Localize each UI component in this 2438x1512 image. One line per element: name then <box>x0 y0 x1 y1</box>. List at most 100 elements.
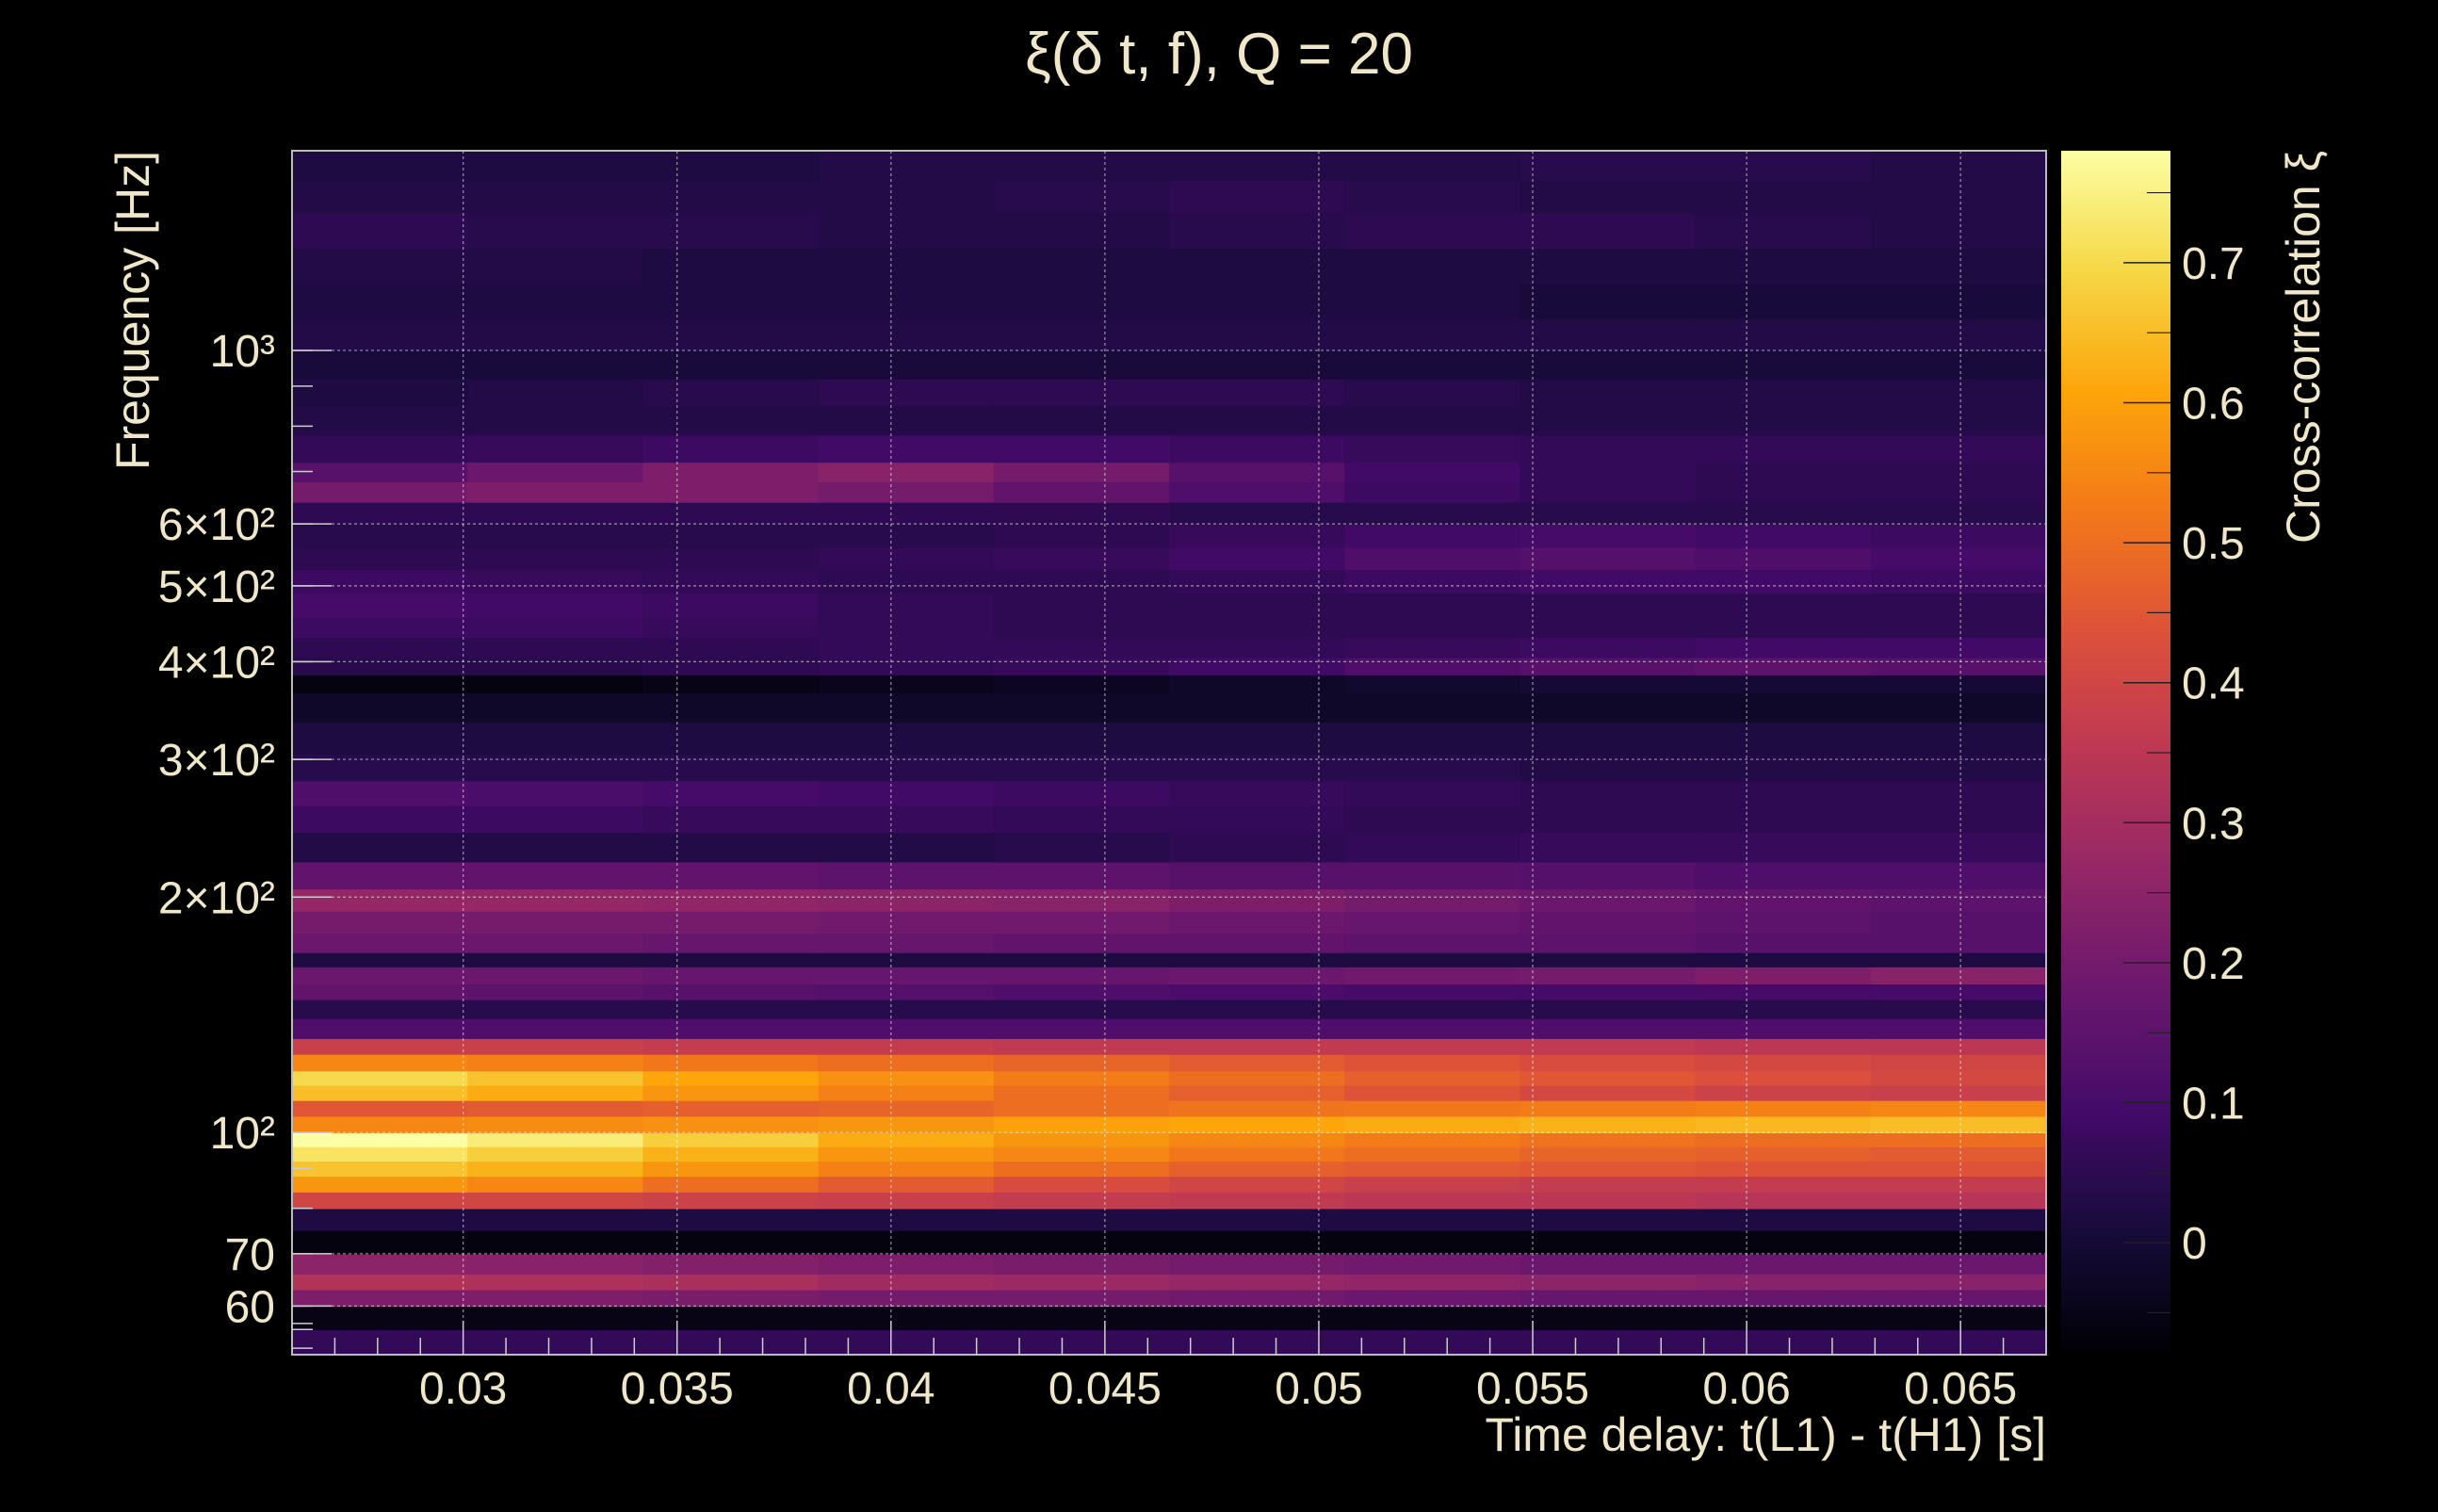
heatmap-cell <box>1695 569 1872 593</box>
heatmap-cell <box>818 780 995 806</box>
heatmap-cell <box>1870 180 2047 214</box>
heatmap-cell <box>993 888 1170 912</box>
heatmap-cell <box>1695 1053 1872 1072</box>
heatmap-cell <box>467 1229 644 1255</box>
heatmap-cell <box>1520 481 1697 503</box>
heatmap-cell <box>292 692 468 723</box>
heatmap-cell <box>292 861 468 890</box>
heatmap-cell <box>292 1017 468 1039</box>
heatmap-cell <box>1695 692 1872 723</box>
heatmap-cell <box>993 1229 1170 1255</box>
heatmap-cell <box>292 617 468 639</box>
heatmap-cell <box>1520 1115 1697 1134</box>
heatmap-cell <box>1870 967 2047 984</box>
colorbar-tick-label: 0.5 <box>2182 519 2245 569</box>
heatmap-cell <box>818 910 995 935</box>
heatmap-cell <box>818 967 995 984</box>
heatmap-cell <box>642 617 820 639</box>
heatmap-cell <box>1169 1038 1345 1055</box>
heatmap-cell <box>292 832 468 863</box>
heatmap-cell <box>292 1274 468 1291</box>
heatmap-cell <box>1695 350 1872 380</box>
heatmap-cell <box>467 692 644 723</box>
heatmap-cell <box>993 547 1170 571</box>
heatmap-cell <box>292 1306 468 1331</box>
heatmap-cell <box>1695 481 1872 503</box>
heatmap-cell <box>292 675 468 694</box>
heatmap-cell <box>467 1146 644 1162</box>
heatmap-cell <box>642 593 820 619</box>
heatmap-cell <box>818 481 995 503</box>
heatmap-cell <box>1520 888 1697 912</box>
heatmap-cell <box>993 1146 1170 1162</box>
heatmap-cell <box>1520 547 1697 571</box>
colorbar-tick-label: 0.6 <box>2182 379 2245 429</box>
heatmap-cell <box>1169 151 1345 182</box>
heatmap-cell <box>1344 861 1521 890</box>
heatmap-cell <box>1870 722 2047 755</box>
heatmap-cell <box>1169 692 1345 723</box>
heatmap-cell <box>993 1099 1170 1117</box>
heatmap-cell <box>1870 675 2047 694</box>
heatmap-cell <box>818 405 995 436</box>
heatmap-cell <box>1695 888 1872 912</box>
heatmap-cell <box>467 350 644 380</box>
heatmap-cell <box>1344 657 1521 675</box>
x-tick-label: 0.065 <box>1904 1364 2017 1414</box>
heatmap-cell <box>818 1017 995 1039</box>
heatmap-cell <box>642 283 820 319</box>
heatmap-cell <box>467 1017 644 1039</box>
heatmap-cell <box>467 967 644 984</box>
heatmap-cell <box>1520 754 1697 782</box>
heatmap-cell <box>1695 405 1872 436</box>
heatmap-cell <box>292 1038 468 1055</box>
heatmap-cell <box>993 1017 1170 1039</box>
heatmap-cell <box>1169 212 1345 250</box>
heatmap-cell <box>1169 248 1345 285</box>
heatmap-cell <box>642 1017 820 1039</box>
heatmap-cell <box>993 350 1170 380</box>
colorbar-tick-label: 0.7 <box>2182 239 2245 289</box>
heatmap-cell <box>642 1253 820 1275</box>
x-axis-ticks: 0.03 0.035 0.04 0.045 0.05 0.055 0.06 0.065 <box>333 1321 2017 1414</box>
heatmap-cell <box>993 832 1170 863</box>
heatmap-cell <box>292 462 468 482</box>
heatmap-cell <box>292 1289 468 1308</box>
heatmap-cell <box>1870 933 2047 953</box>
heatmap-cell <box>1169 1208 1345 1231</box>
heatmap-cell <box>1870 1329 2047 1356</box>
heatmap-cell <box>993 754 1170 782</box>
heatmap-cell <box>467 675 644 694</box>
heatmap-cell <box>292 984 468 1000</box>
heatmap-cell <box>642 910 820 935</box>
heatmap-cell <box>1695 754 1872 782</box>
heatmap-cell <box>642 861 820 890</box>
heatmap-cell <box>642 151 820 182</box>
heatmap-cell <box>993 1038 1170 1055</box>
heatmap-cell <box>1520 832 1697 863</box>
heatmap-cell <box>1344 1274 1521 1291</box>
heatmap-cell <box>1344 593 1521 619</box>
heatmap-cell <box>1344 1084 1521 1101</box>
heatmap-cell <box>818 524 995 548</box>
heatmap-cell <box>642 180 820 214</box>
heatmap-cell <box>1870 212 2047 250</box>
heatmap-cell <box>818 999 995 1019</box>
heatmap-cell <box>993 481 1170 503</box>
heatmap-cell <box>1344 524 1521 548</box>
heatmap-cell <box>1344 1289 1521 1308</box>
heatmap-cell <box>642 692 820 723</box>
heatmap-cell <box>1870 692 2047 723</box>
heatmap-cell <box>1695 1253 1872 1275</box>
heatmap-cell <box>642 933 820 953</box>
heatmap-cell <box>1520 283 1697 319</box>
heatmap-cell <box>467 524 644 548</box>
heatmap-cell <box>1169 780 1345 806</box>
heatmap-cell <box>1344 1038 1521 1055</box>
heatmap-cell <box>1169 501 1345 525</box>
heatmap-cell <box>467 1192 644 1210</box>
heatmap-cell <box>1344 317 1521 351</box>
heatmap-cell <box>1695 379 1872 407</box>
heatmap-cell <box>292 910 468 935</box>
y-tick-label: 10³ <box>210 327 275 377</box>
